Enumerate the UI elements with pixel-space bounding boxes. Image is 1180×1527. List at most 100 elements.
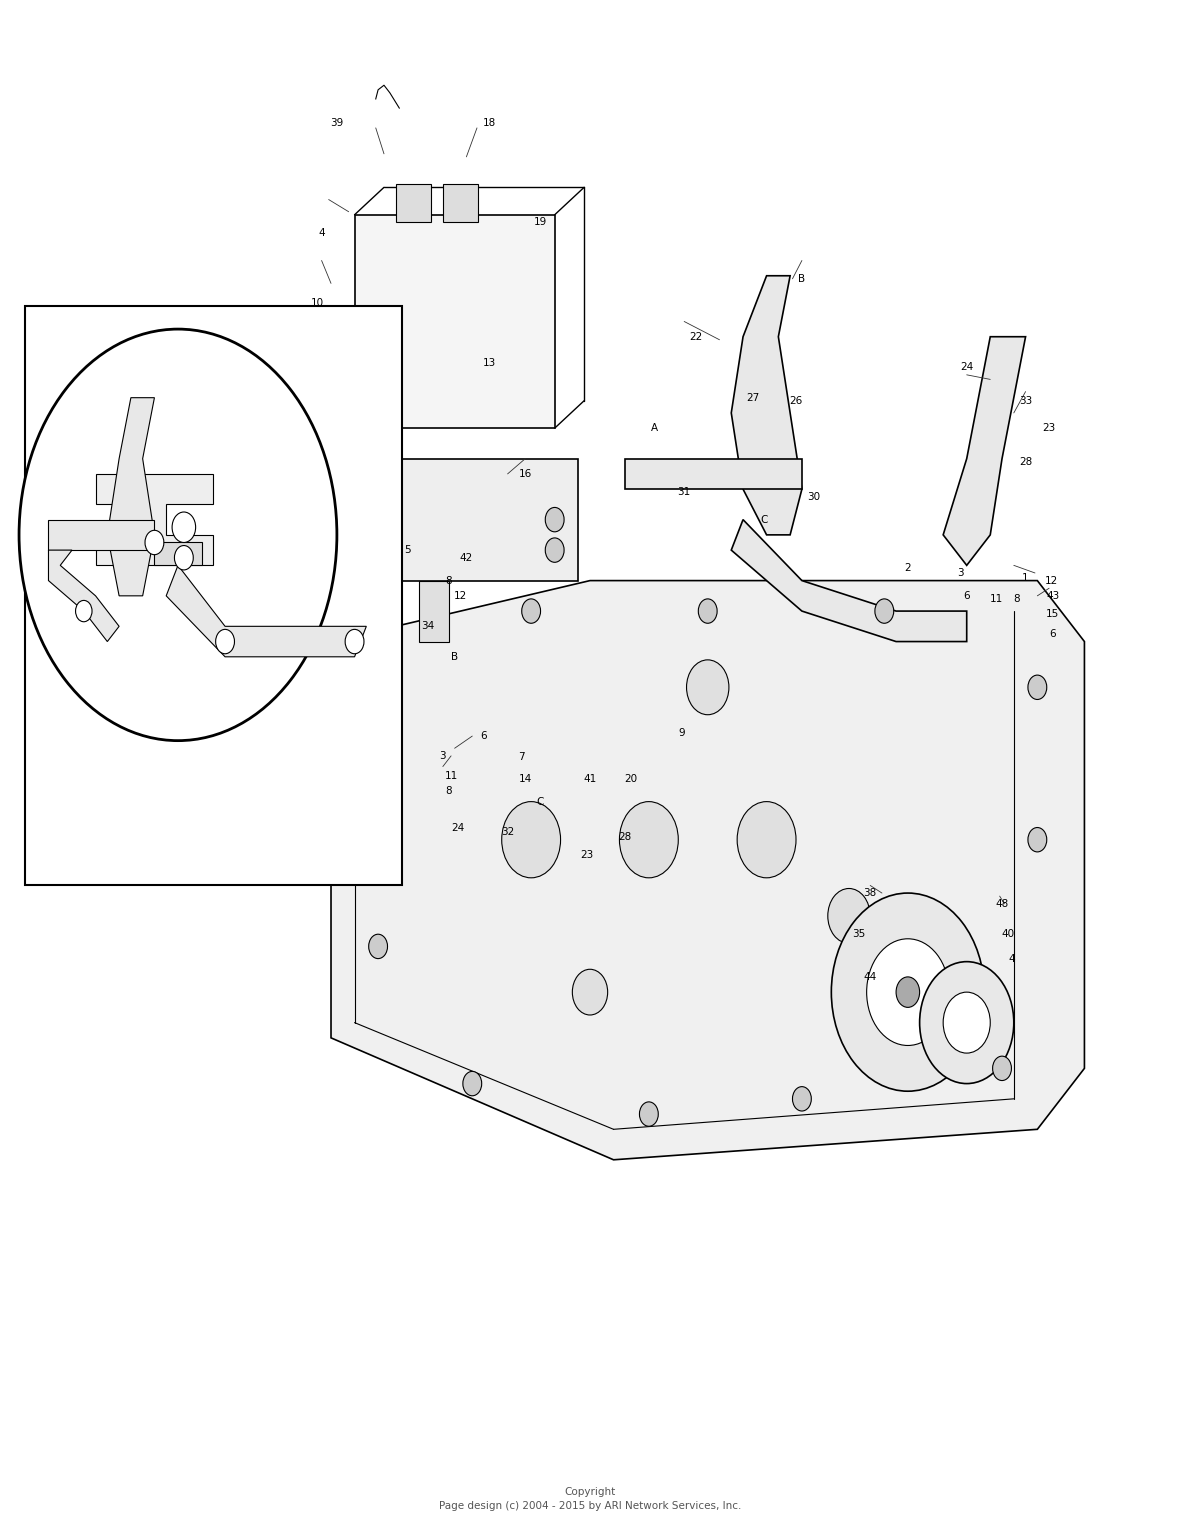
Text: 50: 50 <box>322 461 335 472</box>
Bar <box>419 580 448 641</box>
Text: 36: 36 <box>80 507 92 518</box>
Text: 49: 49 <box>104 475 116 486</box>
Polygon shape <box>48 550 119 641</box>
Circle shape <box>640 1102 658 1127</box>
Text: 6: 6 <box>480 731 487 741</box>
Text: 4: 4 <box>319 228 324 238</box>
Text: 45: 45 <box>78 423 90 434</box>
Circle shape <box>216 629 235 654</box>
Text: 22: 22 <box>689 331 702 342</box>
Text: 52: 52 <box>189 365 202 376</box>
Text: 2: 2 <box>905 563 911 574</box>
Circle shape <box>896 977 919 1008</box>
Circle shape <box>687 660 729 715</box>
Text: 37: 37 <box>37 423 48 434</box>
Circle shape <box>699 599 717 623</box>
Text: 16: 16 <box>519 469 532 479</box>
Text: 24: 24 <box>40 518 52 528</box>
Text: 28: 28 <box>310 476 323 487</box>
Circle shape <box>19 330 337 741</box>
Circle shape <box>866 939 949 1046</box>
Text: 15: 15 <box>1045 609 1060 618</box>
Circle shape <box>793 1087 812 1112</box>
Text: 50: 50 <box>149 599 160 608</box>
Text: 38: 38 <box>864 889 877 898</box>
Bar <box>155 542 202 565</box>
Text: 6: 6 <box>1049 629 1056 638</box>
Text: 25: 25 <box>295 698 308 707</box>
Text: 29: 29 <box>330 698 343 707</box>
Text: 48: 48 <box>996 899 1009 909</box>
Text: 13: 13 <box>484 357 497 368</box>
Polygon shape <box>732 276 802 534</box>
Text: 10: 10 <box>310 298 323 308</box>
Polygon shape <box>96 473 214 565</box>
Circle shape <box>992 1057 1011 1081</box>
Circle shape <box>345 507 363 531</box>
Text: 24: 24 <box>452 823 465 832</box>
Circle shape <box>545 538 564 562</box>
Text: 3: 3 <box>957 568 964 579</box>
Circle shape <box>738 802 796 878</box>
Circle shape <box>345 538 363 562</box>
Text: Page design (c) 2004 - 2015 by ARI Network Services, Inc.: Page design (c) 2004 - 2015 by ARI Netwo… <box>439 1501 741 1510</box>
Text: 30: 30 <box>225 431 237 441</box>
Text: 31: 31 <box>677 487 690 498</box>
Circle shape <box>368 935 387 959</box>
Text: A: A <box>651 423 658 434</box>
Text: 17: 17 <box>405 194 418 205</box>
Text: 5: 5 <box>405 545 411 556</box>
Circle shape <box>919 962 1014 1084</box>
Text: 23: 23 <box>579 851 594 860</box>
Circle shape <box>345 629 363 654</box>
Circle shape <box>874 599 893 623</box>
Text: 1: 1 <box>1022 573 1029 582</box>
Circle shape <box>368 675 387 699</box>
Bar <box>25 307 401 886</box>
Text: 23: 23 <box>1042 423 1056 434</box>
Text: 23: 23 <box>313 446 326 457</box>
Text: 42" Deck Lift: 42" Deck Lift <box>168 334 258 347</box>
Polygon shape <box>625 458 802 489</box>
Text: 26: 26 <box>789 395 802 406</box>
Polygon shape <box>943 337 1025 565</box>
Text: 27: 27 <box>101 380 113 391</box>
Text: 27: 27 <box>746 392 759 403</box>
Circle shape <box>522 599 540 623</box>
Bar <box>442 185 478 223</box>
Text: 8: 8 <box>445 786 452 796</box>
Text: C: C <box>537 797 544 806</box>
Text: 28: 28 <box>618 832 632 841</box>
Text: 41: 41 <box>583 774 597 783</box>
Text: 23: 23 <box>63 609 74 618</box>
Text: 5: 5 <box>86 568 93 579</box>
Circle shape <box>943 993 990 1054</box>
Circle shape <box>828 889 870 944</box>
Polygon shape <box>166 565 366 657</box>
Text: 12: 12 <box>1044 576 1058 585</box>
Circle shape <box>1028 675 1047 699</box>
Text: 44: 44 <box>864 971 877 982</box>
Text: 30: 30 <box>807 492 820 502</box>
Text: C: C <box>315 667 323 676</box>
Polygon shape <box>107 397 155 596</box>
Text: B: B <box>451 652 458 661</box>
Text: B: B <box>139 344 146 354</box>
Text: Copyright: Copyright <box>564 1487 616 1496</box>
Text: 51: 51 <box>40 461 52 472</box>
Text: 8: 8 <box>1012 594 1020 603</box>
Text: 12: 12 <box>454 591 467 600</box>
Bar <box>354 215 555 428</box>
Text: 21: 21 <box>287 583 300 592</box>
Text: A: A <box>42 411 50 421</box>
Text: 53: 53 <box>107 579 119 588</box>
Text: 18: 18 <box>484 118 497 128</box>
Text: 46: 46 <box>283 553 296 563</box>
Text: 32: 32 <box>502 828 514 837</box>
Text: 33: 33 <box>1020 395 1032 406</box>
Text: 39: 39 <box>330 118 343 128</box>
Text: 24: 24 <box>289 395 302 406</box>
Text: 34: 34 <box>421 621 434 631</box>
Circle shape <box>1028 828 1047 852</box>
Bar <box>332 458 578 580</box>
